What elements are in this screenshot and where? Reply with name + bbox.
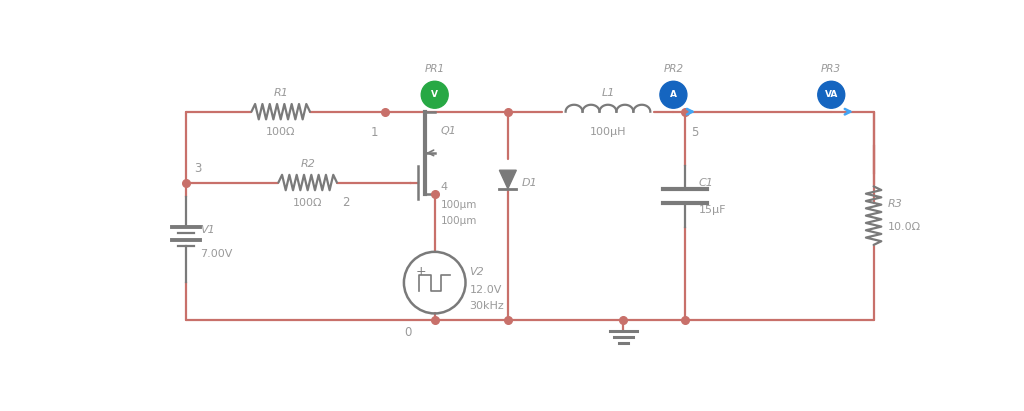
Text: Q1: Q1 [441, 125, 457, 136]
Text: PR2: PR2 [664, 64, 683, 74]
Text: D1: D1 [521, 178, 538, 188]
Text: +: + [416, 266, 426, 278]
Text: 5: 5 [691, 125, 698, 139]
Text: 2: 2 [342, 196, 350, 209]
Text: L1: L1 [601, 88, 614, 98]
Text: 100μm: 100μm [441, 200, 477, 210]
Text: 7.00V: 7.00V [200, 249, 232, 259]
Circle shape [659, 81, 687, 108]
Text: 0: 0 [404, 326, 412, 339]
Text: V: V [431, 90, 438, 99]
Text: V2: V2 [469, 267, 484, 277]
Text: 100Ω: 100Ω [293, 198, 323, 208]
Text: PR1: PR1 [425, 64, 444, 74]
Circle shape [421, 81, 449, 108]
Text: 100Ω: 100Ω [266, 127, 296, 137]
Text: 15μF: 15μF [698, 205, 726, 215]
Text: 100μH: 100μH [590, 127, 627, 137]
Text: 30kHz: 30kHz [469, 301, 504, 311]
Text: VA: VA [824, 90, 838, 99]
Text: 12.0V: 12.0V [469, 285, 502, 296]
Text: R2: R2 [300, 159, 315, 169]
Text: 1: 1 [371, 125, 379, 139]
Text: R1: R1 [273, 88, 288, 98]
Text: 100μm: 100μm [441, 216, 477, 226]
Text: A: A [670, 90, 677, 99]
Text: V1: V1 [200, 225, 215, 236]
Text: 10.0Ω: 10.0Ω [888, 222, 921, 232]
Text: R3: R3 [888, 199, 902, 209]
Text: PR3: PR3 [821, 64, 842, 74]
Circle shape [818, 81, 845, 108]
Text: 4: 4 [441, 182, 447, 192]
Polygon shape [500, 170, 516, 189]
Text: C1: C1 [698, 178, 714, 187]
Text: 3: 3 [194, 162, 201, 175]
